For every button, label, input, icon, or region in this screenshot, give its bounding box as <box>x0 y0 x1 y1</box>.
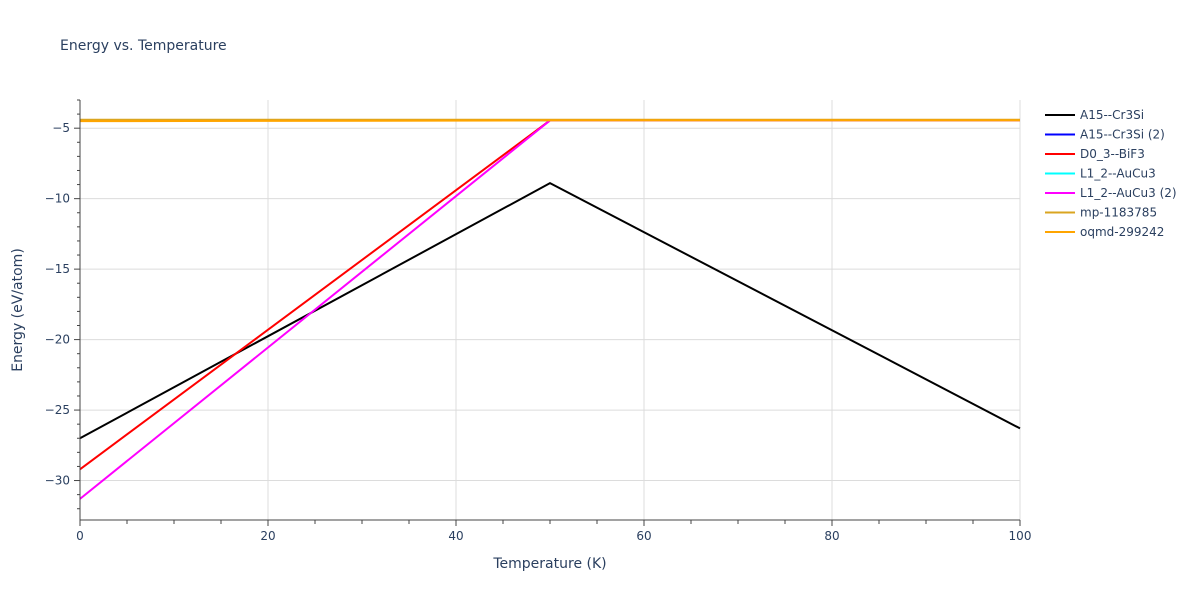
legend-label: A15--Cr3Si (2) <box>1080 128 1165 142</box>
tick-labels: 0 20 40 60 80 100 −30 −25 −20 −15 −10 −5 <box>45 121 1032 543</box>
x-axis-title: Temperature (K) <box>492 556 606 572</box>
y-tick-label: −25 <box>45 403 70 417</box>
y-tick-label: −15 <box>45 262 70 276</box>
y-tick-label: −20 <box>45 333 70 347</box>
x-tick-label: 0 <box>76 529 84 543</box>
axes <box>74 99 1021 526</box>
legend[interactable]: A15--Cr3Si A15--Cr3Si (2) D0_3--BiF3 L1_2--… <box>1045 108 1177 239</box>
x-tick-label: 80 <box>824 529 839 543</box>
gridlines <box>80 100 1021 520</box>
legend-label: L1_2--AuCu3 (2) <box>1080 186 1177 200</box>
legend-item[interactable]: A15--Cr3Si (2) <box>1045 128 1165 142</box>
y-tick-label: −10 <box>45 192 70 206</box>
legend-item[interactable]: L1_2--AuCu3 <box>1045 167 1156 181</box>
legend-label: A15--Cr3Si <box>1080 108 1144 122</box>
legend-item[interactable]: A15--Cr3Si <box>1045 108 1144 122</box>
series-line-7 <box>79 119 1020 123</box>
legend-label: mp-1183785 <box>1080 206 1157 220</box>
legend-item[interactable]: mp-1183785 <box>1045 206 1157 220</box>
y-tick-label: −5 <box>52 121 70 135</box>
x-tick-label: 100 <box>1009 529 1032 543</box>
y-tick-label: −30 <box>45 474 70 488</box>
legend-item[interactable]: L1_2--AuCu3 (2) <box>1045 186 1177 200</box>
x-tick-label: 20 <box>260 529 275 543</box>
legend-label: D0_3--BiF3 <box>1080 147 1145 161</box>
legend-item[interactable]: D0_3--BiF3 <box>1045 147 1145 161</box>
legend-label: oqmd-299242 <box>1080 225 1164 239</box>
x-tick-label: 40 <box>448 529 463 543</box>
legend-item[interactable]: oqmd-299242 <box>1045 225 1164 239</box>
legend-label: L1_2--AuCu3 <box>1080 167 1156 181</box>
y-axis-title: Energy (eV/atom) <box>10 248 26 372</box>
series-lines <box>79 118 1021 500</box>
chart-title: Energy vs. Temperature <box>60 38 227 54</box>
x-tick-label: 60 <box>636 529 651 543</box>
